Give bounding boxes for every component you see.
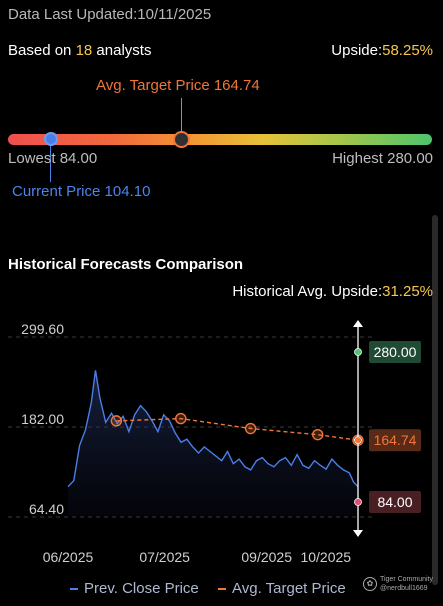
low-target-badge [369, 491, 421, 513]
watermark-text: Tiger Community @nerdbull1669 [380, 575, 433, 593]
avg-target-point [244, 422, 257, 435]
tiger-logo-icon: ✿ [362, 577, 377, 591]
avg-target-point [110, 415, 123, 427]
current-price-marker[interactable] [44, 132, 58, 146]
upside-label: Upside: [331, 42, 383, 59]
high-target-badge [369, 341, 421, 363]
avg-target-point [175, 412, 187, 425]
scrollbar[interactable] [432, 215, 438, 585]
x-tick-label: 07/2025 [139, 549, 190, 565]
avg-target-badge [369, 429, 421, 452]
avg-target-pointer [181, 98, 182, 134]
price-range-gauge [8, 134, 432, 145]
y-tick-label: 299.60 [21, 321, 64, 337]
history-chart: 299.60 182.00 64.40 06/2025 07/2025 09/2025 10… [8, 320, 421, 565]
history-upside-value: 31.25% [382, 283, 433, 300]
legend-avg-target[interactable]: Avg. Target Price [218, 580, 346, 597]
avg-target-marker[interactable] [173, 131, 190, 148]
avg-target-dot [354, 436, 362, 445]
avg-target-point [312, 428, 324, 441]
watermark: ✿ Tiger Community @nerdbull1669 [362, 575, 433, 593]
high-target-dot [354, 348, 362, 356]
prev-close-swatch [70, 587, 78, 590]
range-top-arrow [353, 320, 363, 327]
legend-prev-close-label: Prev. Close Price [84, 580, 199, 597]
analysts-count: 18 [75, 42, 93, 59]
legend-avg-target-label: Avg. Target Price [232, 580, 346, 597]
upside-value: 58.25% [382, 42, 433, 59]
prev-close-area [68, 370, 358, 517]
history-upside-label: Historical Avg. Upside: [232, 283, 383, 300]
low-target-badge-label: 84.00 [377, 494, 412, 510]
analysts-summary: Based on 18 analysts [8, 42, 151, 59]
avg-target-line [116, 417, 359, 441]
highest-label: Highest 280.00 [332, 150, 433, 167]
watermark-brand: Tiger Community [379, 576, 433, 583]
high-target-badge-label: 280.00 [374, 344, 417, 360]
lowest-label: Lowest 84.00 [8, 150, 98, 167]
watermark-handle: @nerdbull1669 [379, 585, 428, 592]
current-price-label: Current Price 104.10 [12, 183, 151, 200]
legend-prev-close[interactable]: Prev. Close Price [70, 580, 199, 597]
current-price-pointer [50, 146, 51, 182]
avg-target-badge-label: 164.74 [374, 432, 417, 448]
prev-close-line [67, 370, 359, 488]
avg-target-label: Avg. Target Price 164.74 [96, 77, 260, 94]
low-target-dot [354, 498, 362, 506]
analysts-suffix: analysts [92, 42, 152, 59]
history-upside: Historical Avg. Upside:31.25% [232, 283, 433, 300]
range-bottom-arrow [353, 530, 363, 537]
avg-target-swatch [218, 587, 226, 590]
upside-summary: Upside:58.25% [331, 42, 433, 59]
x-tick-label: 06/2025 [43, 549, 94, 565]
x-tick-label: 10/2025 [300, 549, 351, 565]
analysts-prefix: Based on [8, 42, 76, 59]
x-tick-label: 09/2025 [241, 549, 292, 565]
y-tick-label: 64.40 [29, 501, 64, 517]
y-tick-label: 182.00 [21, 411, 64, 427]
history-title: Historical Forecasts Comparison [8, 256, 244, 273]
last-updated-label: Data Last Updated:10/11/2025 [8, 6, 212, 23]
